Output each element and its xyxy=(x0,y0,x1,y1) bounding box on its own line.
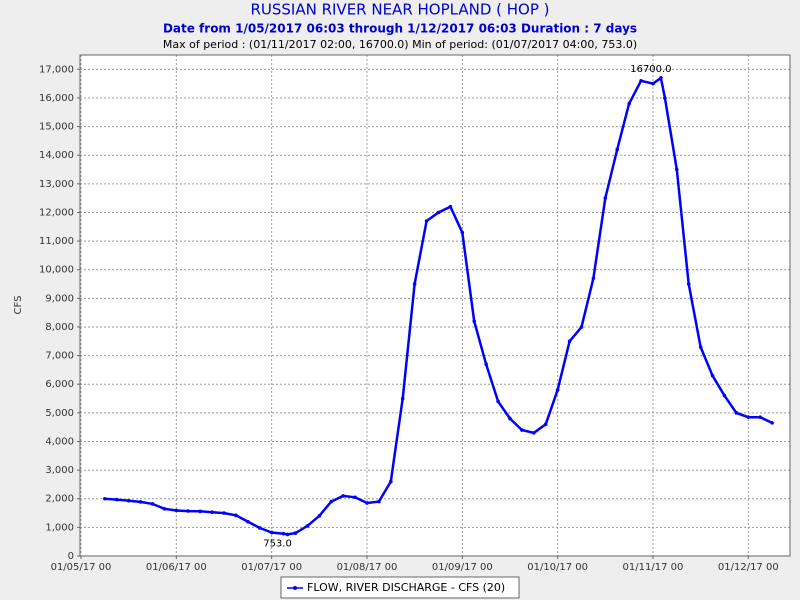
data-point xyxy=(591,276,596,281)
y-tick-label: 0 xyxy=(68,551,74,562)
chart-title: RUSSIAN RIVER NEAR HOPLAND ( HOP ) xyxy=(250,1,549,19)
data-point xyxy=(651,81,655,86)
data-point xyxy=(674,167,679,172)
data-point xyxy=(412,282,417,286)
x-tick-label: 01/06/17 00 xyxy=(146,562,207,573)
data-point xyxy=(293,531,298,535)
y-tick-label: 16,000 xyxy=(39,93,74,104)
data-point xyxy=(198,509,202,514)
data-point xyxy=(389,479,393,484)
x-tick-label: 01/09/17 00 xyxy=(432,562,493,573)
data-point xyxy=(162,506,167,511)
data-point xyxy=(555,388,560,392)
data-point xyxy=(710,373,715,378)
data-point xyxy=(579,325,584,329)
data-point xyxy=(246,519,250,524)
y-tick-label: 8,000 xyxy=(45,322,74,333)
data-point xyxy=(746,415,751,419)
data-point xyxy=(317,514,322,518)
data-point xyxy=(770,421,774,425)
y-tick-label: 13,000 xyxy=(39,179,74,190)
plot-area xyxy=(80,55,790,556)
y-axis-label: CFS xyxy=(13,296,24,315)
data-point xyxy=(722,393,727,398)
data-point xyxy=(424,219,429,223)
data-point xyxy=(365,501,369,505)
plot-border xyxy=(79,54,791,557)
data-point xyxy=(472,319,477,324)
data-point xyxy=(114,497,119,502)
x-tick-label: 01/12/17 00 xyxy=(718,562,779,573)
data-point xyxy=(615,147,620,152)
data-point xyxy=(603,196,608,200)
y-tick-label: 3,000 xyxy=(45,465,74,476)
y-tick-label: 14,000 xyxy=(39,150,74,161)
legend xyxy=(280,576,520,599)
y-tick-label: 10,000 xyxy=(39,265,74,276)
y-tick-label: 15,000 xyxy=(39,122,74,133)
x-tick-label: 01/05/17 00 xyxy=(51,562,112,573)
data-point xyxy=(686,282,691,286)
data-point xyxy=(567,339,572,344)
data-point xyxy=(186,509,191,513)
data-point xyxy=(138,500,143,504)
data-point xyxy=(496,399,500,404)
y-tick-label: 7,000 xyxy=(45,351,74,362)
data-point xyxy=(234,513,238,518)
data-point xyxy=(150,502,155,506)
data-point xyxy=(329,499,334,504)
x-tick-label: 01/11/17 00 xyxy=(623,562,684,573)
data-point xyxy=(460,230,465,235)
y-tick-label: 17,000 xyxy=(39,64,74,75)
y-tick-label: 2,000 xyxy=(45,494,74,505)
chart-subtitle: Date from 1/05/2017 06:03 through 1/12/2… xyxy=(163,22,637,36)
data-point xyxy=(663,96,667,100)
y-tick-label: 5,000 xyxy=(45,408,74,419)
summary: Max of period : (01/11/2017 02:00, 16700… xyxy=(163,38,637,51)
data-point xyxy=(126,498,131,503)
data-point xyxy=(532,431,536,435)
data-point xyxy=(174,508,179,513)
data-point xyxy=(377,499,381,504)
data-point xyxy=(627,101,631,106)
x-tick-label: 01/08/17 00 xyxy=(337,562,398,573)
y-tick-label: 6,000 xyxy=(45,379,74,390)
data-point xyxy=(734,411,739,415)
y-tick-label: 12,000 xyxy=(39,207,74,218)
data-point xyxy=(639,78,643,83)
data-point xyxy=(285,532,290,537)
y-tick-label: 9,000 xyxy=(45,293,74,304)
legend-label: FLOW, RIVER DISCHARGE - CFS (20) xyxy=(307,581,505,594)
y-tick-label: 1,000 xyxy=(45,522,74,533)
annotation: 753.0 xyxy=(263,538,292,549)
x-tick-label: 01/07/17 00 xyxy=(241,562,302,573)
y-tick-label: 11,000 xyxy=(39,236,74,247)
data-point xyxy=(257,526,262,530)
data-point xyxy=(269,530,274,535)
data-point xyxy=(698,345,703,349)
data-point xyxy=(400,396,405,401)
data-point xyxy=(210,510,214,514)
data-point xyxy=(103,496,107,501)
legend-marker xyxy=(293,586,297,590)
data-point xyxy=(508,416,512,421)
data-point xyxy=(520,428,524,432)
data-point xyxy=(659,76,663,80)
y-tick-label: 4,000 xyxy=(45,436,74,447)
x-tick-label: 01/10/17 00 xyxy=(527,562,588,573)
data-point xyxy=(305,524,310,528)
annotation: 16700.0 xyxy=(630,64,671,75)
data-point xyxy=(543,422,548,427)
data-point xyxy=(353,495,357,500)
data-point xyxy=(222,511,226,515)
data-point xyxy=(436,210,441,215)
data-point xyxy=(448,204,453,209)
data-point xyxy=(281,531,286,536)
data-point xyxy=(758,415,763,419)
data-point xyxy=(341,494,345,498)
data-point xyxy=(484,362,488,366)
